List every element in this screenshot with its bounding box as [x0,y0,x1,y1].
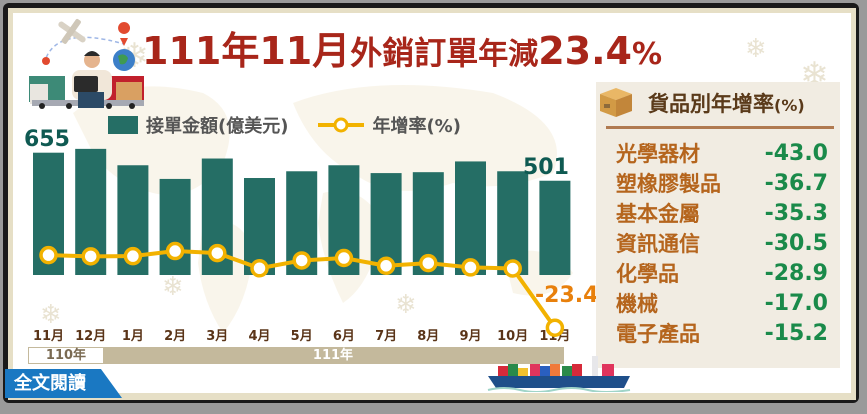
category-name: 資訊通信 [616,232,700,256]
category-value: -43.0 [764,140,828,166]
growth-rate-point [503,259,522,278]
category-value: -35.3 [764,200,828,226]
legend-line-swatch [318,117,365,133]
x-axis-month-label: 2月 [164,329,186,344]
category-value: -36.7 [764,170,828,196]
combo-chart: 11月12月1月2月3月4月5月6月7月8月9月10月11月 [33,148,571,344]
airplane-icon [58,19,86,44]
growth-rate-point [39,245,58,265]
last-bar-value-label: 501 [523,155,569,180]
panel-title-text: 貨品別年增率 [648,92,774,116]
panel-title-unit: (%) [774,96,805,115]
growth-rate-point [545,318,565,337]
title-unit: % [631,37,663,72]
x-axis-month-label: 10月 [497,329,528,344]
page-title: 111年11月外銷訂單年減23.4% [142,20,662,75]
bar [497,171,529,275]
last-rate-value-label: -23.4 [535,283,599,308]
bar [539,180,571,275]
category-row: 塑橡膠製品 -36.7 [616,168,828,198]
growth-rate-point [123,246,143,266]
category-row: 機械 -17.0 [616,288,828,318]
chart-legend: 接單金額(億美元) 年增率(%) [108,112,461,138]
panel-divider [606,126,834,129]
container-ship-icon [487,356,631,392]
title-period: 111年11月 [142,29,351,73]
growth-rate-point [292,251,311,270]
read-more-button[interactable]: 全文閱讀 [5,369,122,398]
category-name: 光學器材 [616,142,700,166]
snowflake-icon: ❄ [162,272,184,302]
growth-rate-point [419,253,438,273]
bar [244,178,275,275]
growth-rate-point [334,248,354,268]
x-axis-month-label: 12月 [75,329,106,344]
x-axis-month-label: 8月 [417,329,439,344]
category-row: 電子產品 -15.2 [616,318,828,348]
x-axis-month-label: 1月 [122,329,144,344]
title-value: 23.4 [538,29,632,73]
trade-illustration [29,19,144,109]
x-axis-month-label: 3月 [206,329,228,344]
category-row: 基本金屬 -35.3 [616,198,828,228]
x-axis-month-label: 11月 [33,329,64,344]
growth-rate-point [208,243,227,263]
panel-title: 貨品別年增率(%) [648,88,805,118]
x-axis-month-label: 9月 [459,329,481,344]
category-name: 塑橡膠製品 [616,172,721,196]
x-axis-month-label: 7月 [375,329,397,344]
legend-line-label: 年增率(%) [372,116,461,137]
category-name: 化學品 [616,262,679,286]
category-value: -30.5 [764,230,828,256]
category-list: 光學器材 -43.0 塑橡膠製品 -36.7 基本金屬 -35.3 資訊通信 -30.5… [616,138,828,348]
growth-rate-point [461,258,480,277]
category-name: 基本金屬 [616,202,700,226]
growth-rate-point [376,256,396,276]
snowflake-icon: ❄ [40,300,62,330]
growth-rate-point [250,259,269,278]
category-value: -28.9 [764,260,828,286]
first-bar-value-label: 655 [24,127,70,152]
package-icon [600,88,632,117]
growth-rate-point [165,241,185,261]
x-axis-month-label: 6月 [333,329,355,344]
snowflake-icon: ❄ [745,34,767,64]
snowflake-icon: ❄ [395,290,417,320]
bar [159,178,191,275]
year-axis-bar [28,347,564,364]
year-label-110: 110年 [29,348,103,363]
title-change: 年減 [478,37,539,72]
category-name: 機械 [616,292,658,316]
bar [455,161,486,275]
title-subject: 外銷訂單 [350,34,479,72]
growth-rate-point [81,247,100,266]
category-row: 化學品 -28.9 [616,258,828,288]
category-row: 光學器材 -43.0 [616,138,828,168]
category-value: -17.0 [764,290,828,316]
legend-bar-label: 接單金額(億美元) [146,116,289,137]
category-growth-panel [596,82,840,368]
category-name: 電子產品 [616,322,700,346]
category-row: 資訊通信 -30.5 [616,228,828,258]
x-axis-month-label: 4月 [248,329,270,344]
legend-bar-swatch [108,116,138,134]
category-value: -15.2 [764,320,828,346]
year-label-111: 111年 [312,348,354,363]
x-axis-month-label: 5月 [291,329,313,344]
